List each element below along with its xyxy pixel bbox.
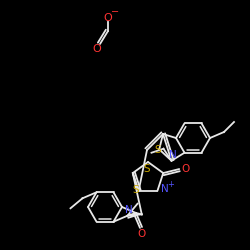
Text: O: O [138,229,146,239]
Text: S: S [132,185,138,195]
Text: N: N [124,205,132,215]
Text: N: N [160,184,168,194]
Text: O: O [92,44,102,54]
Text: N: N [168,150,176,160]
Text: −: − [111,7,119,17]
Text: S: S [144,164,150,174]
Text: O: O [104,13,112,23]
Text: O: O [181,164,189,174]
Text: S: S [154,145,160,155]
Text: +: + [167,180,174,190]
